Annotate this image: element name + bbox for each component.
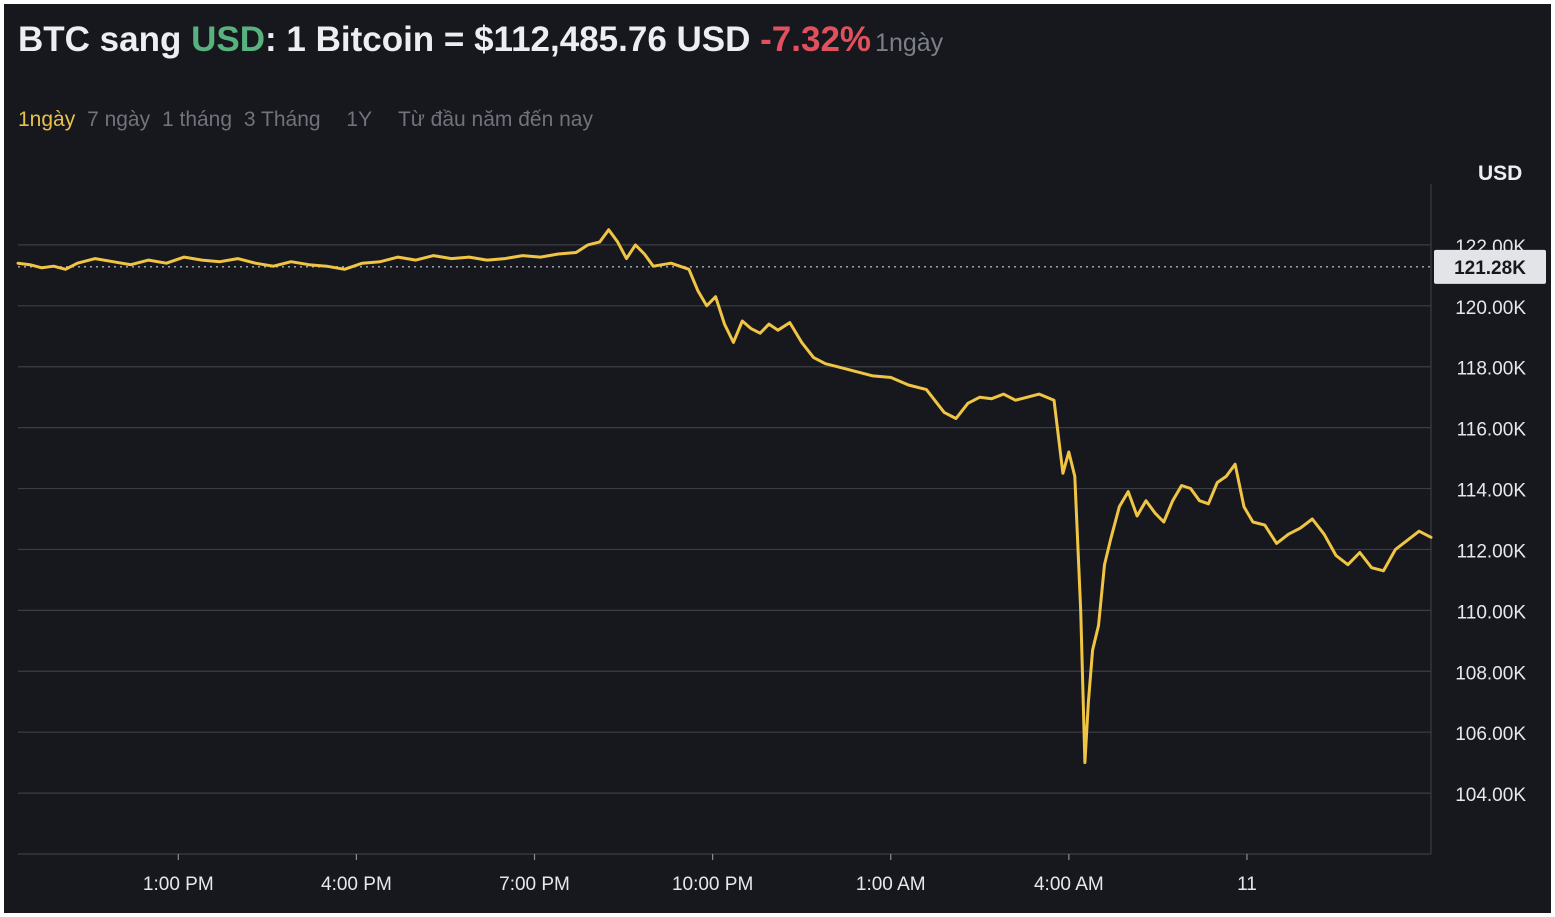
reference-badge <box>1434 249 1546 284</box>
range-tab-3m[interactable]: 3 Tháng <box>243 108 321 131</box>
range-tab-1d[interactable]: 1ngày <box>18 108 76 131</box>
range-tab-1y[interactable]: 1Y <box>346 108 373 131</box>
x-tick-label: 4:00 PM <box>321 874 392 895</box>
y-tick-label: 114.00K <box>1457 481 1527 502</box>
x-tick-label: 1:00 AM <box>856 874 926 895</box>
range-tab-1m[interactable]: 1 tháng <box>161 108 233 131</box>
range-tab-7d[interactable]: 7 ngày <box>87 108 151 131</box>
x-tick-label: 7:00 PM <box>499 874 570 895</box>
range-tab-ytd[interactable]: Từ đầu năm đến nay <box>397 108 593 131</box>
x-tick-label: 10:00 PM <box>672 874 753 895</box>
y-tick-label: 108.00K <box>1455 663 1526 684</box>
change-percent: -7.32% <box>760 20 872 59</box>
x-tick-label: 4:00 AM <box>1034 874 1104 895</box>
title-connector: sang <box>99 20 182 59</box>
y-tick-label: 106.00K <box>1455 724 1526 745</box>
page-title: BTC sang USD: 1 Bitcoin = $112,485.76 US… <box>18 20 943 60</box>
y-tick-label: 116.00K <box>1457 420 1527 441</box>
reference-label: 121.28K <box>1454 258 1526 279</box>
y-tick-label: 120.00K <box>1455 298 1526 319</box>
y-axis-unit: USD <box>1478 162 1523 185</box>
price-chart: 104.00K 106.00K 108.00K 110.00K 112.00K 114.0… <box>16 184 1546 895</box>
chart-panel: BTC sang USD: 1 Bitcoin = $112,485.76 US… <box>4 4 1551 913</box>
x-tick-label: 11 <box>1237 874 1257 895</box>
rate-text: : 1 Bitcoin = $112,485.76 USD <box>265 20 751 59</box>
base-currency: BTC <box>18 20 90 59</box>
y-tick-label: 104.00K <box>1455 785 1526 806</box>
y-tick-label: 118.00K <box>1457 359 1527 380</box>
x-tick-label: 1:00 PM <box>143 874 214 895</box>
y-tick-label: 110.00K <box>1457 602 1527 623</box>
change-period: 1ngày <box>875 29 944 57</box>
price-line <box>16 228 1433 765</box>
y-tick-label: 112.00K <box>1457 541 1527 562</box>
quote-currency[interactable]: USD <box>191 20 266 59</box>
time-range-tabs: 1ngày 7 ngày 1 tháng 3 Tháng 1Y Từ đầu n… <box>18 108 599 132</box>
